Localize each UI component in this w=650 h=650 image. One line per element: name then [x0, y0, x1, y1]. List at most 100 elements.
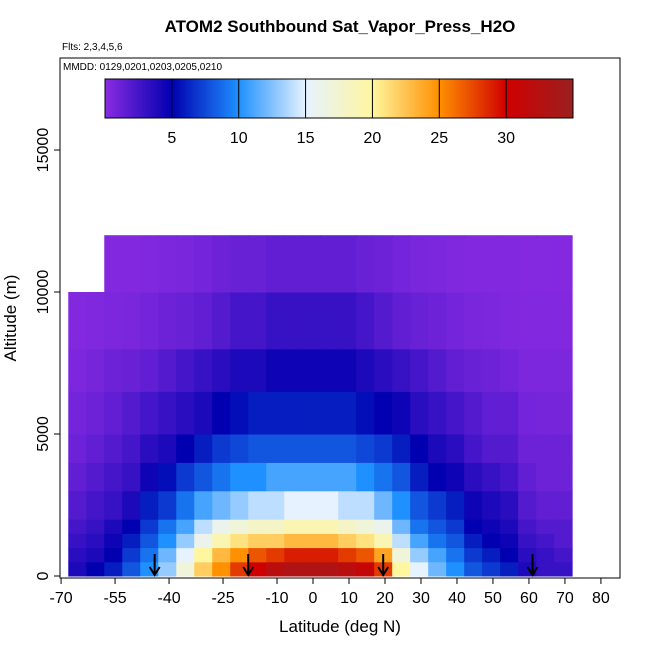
x-tick-label: -10 — [265, 590, 288, 607]
colorbar-tick-label: 25 — [430, 130, 448, 147]
heatmap-cell — [356, 519, 375, 534]
heatmap-cell — [104, 434, 123, 463]
heatmap-cell — [158, 391, 177, 435]
heatmap-cell — [518, 547, 537, 563]
heatmap-cell — [212, 561, 231, 577]
heatmap-cell — [536, 519, 555, 534]
arrow — [148, 554, 161, 577]
heatmap-cell — [500, 391, 519, 435]
heatmap-cell — [266, 561, 285, 577]
heatmap-cell — [518, 462, 537, 492]
heatmap-cell — [446, 348, 465, 392]
heatmap-cell — [284, 490, 303, 520]
x-axis-label: Latitude (deg N) — [279, 617, 401, 636]
heatmap-cell — [212, 519, 231, 534]
heatmap-cell — [122, 462, 141, 492]
heatmap-cell — [482, 462, 501, 492]
heatmap-cell — [392, 547, 411, 563]
subtitle: Flts: 2,3,4,5,6 — [62, 42, 123, 53]
heatmap-cell — [464, 391, 483, 435]
heatmap-cell — [158, 533, 177, 549]
heatmap-cell — [356, 391, 375, 435]
heatmap-cell — [536, 547, 555, 563]
heatmap-cell — [68, 348, 87, 392]
heatmap-cell — [500, 462, 519, 492]
heatmap-cell — [428, 292, 447, 350]
heatmap-cell — [356, 462, 375, 492]
heatmap-cell — [266, 434, 285, 463]
x-tick-label: 10 — [340, 590, 358, 607]
x-tick-label: 0 — [309, 590, 318, 607]
heatmap-cell — [248, 533, 267, 549]
heatmap-cell — [284, 547, 303, 563]
heatmap-cell — [194, 547, 213, 563]
heatmap-cell — [500, 292, 519, 350]
heatmap-cell — [500, 490, 519, 520]
heatmap-cell — [86, 434, 105, 463]
heatmap-cell — [212, 391, 231, 435]
heatmap-cell — [410, 391, 429, 435]
y-tick-label: 5000 — [35, 416, 52, 452]
x-tick-label: 80 — [592, 590, 610, 607]
arrow-head — [242, 566, 255, 577]
heatmap-cell — [284, 235, 303, 293]
arrow — [526, 554, 539, 577]
heatmap-cell — [158, 462, 177, 492]
heatmap-cell — [122, 391, 141, 435]
heatmap-cell — [320, 391, 339, 435]
heatmap-cell — [338, 533, 357, 549]
heatmap — [68, 235, 573, 577]
x-tick-label: 50 — [484, 590, 502, 607]
heatmap-cell — [500, 235, 519, 293]
heatmap-cell — [140, 533, 159, 549]
heatmap-cell — [248, 434, 267, 463]
heatmap-cell — [356, 292, 375, 350]
heatmap-cell — [446, 462, 465, 492]
heatmap-cell — [428, 519, 447, 534]
heatmap-cell — [284, 348, 303, 392]
heatmap-cell — [500, 547, 519, 563]
heatmap-cell — [86, 547, 105, 563]
heatmap-cell — [176, 533, 195, 549]
heatmap-cell — [482, 547, 501, 563]
x-tick-label: 30 — [412, 590, 430, 607]
heatmap-cell — [392, 533, 411, 549]
heatmap-cell — [248, 292, 267, 350]
heatmap-cell — [68, 547, 87, 563]
heatmap-cell — [86, 533, 105, 549]
heatmap-cell — [194, 490, 213, 520]
heatmap-cell — [392, 561, 411, 577]
heatmap-cell — [176, 391, 195, 435]
heatmap-cell — [230, 547, 249, 563]
heatmap-cell — [68, 519, 87, 534]
heatmap-cell — [104, 547, 123, 563]
heatmap-cell — [392, 434, 411, 463]
heatmap-cell — [320, 533, 339, 549]
heatmap-cell — [158, 348, 177, 392]
heatmap-cell — [320, 490, 339, 520]
heatmap-cell — [464, 235, 483, 293]
heatmap-cell — [374, 533, 393, 549]
heatmap-cell — [518, 533, 537, 549]
heatmap-cell — [194, 561, 213, 577]
heatmap-cell — [536, 561, 555, 577]
heatmap-cell — [140, 519, 159, 534]
heatmap-cell — [140, 235, 159, 293]
heatmap-cell — [410, 490, 429, 520]
heatmap-cell — [374, 292, 393, 350]
heatmap-cell — [554, 391, 573, 435]
heatmap-cell — [392, 462, 411, 492]
heatmap-cell — [266, 519, 285, 534]
heatmap-cell — [248, 348, 267, 392]
heatmap-cell — [518, 434, 537, 463]
heatmap-cell — [176, 292, 195, 350]
heatmap-cell — [320, 462, 339, 492]
heatmap-cell — [320, 561, 339, 577]
heatmap-cell — [140, 391, 159, 435]
heatmap-cell — [374, 462, 393, 492]
heatmap-cell — [86, 490, 105, 520]
heatmap-cell — [302, 547, 321, 563]
heatmap-cell — [230, 533, 249, 549]
heatmap-cell — [68, 292, 87, 350]
heatmap-cell — [302, 434, 321, 463]
